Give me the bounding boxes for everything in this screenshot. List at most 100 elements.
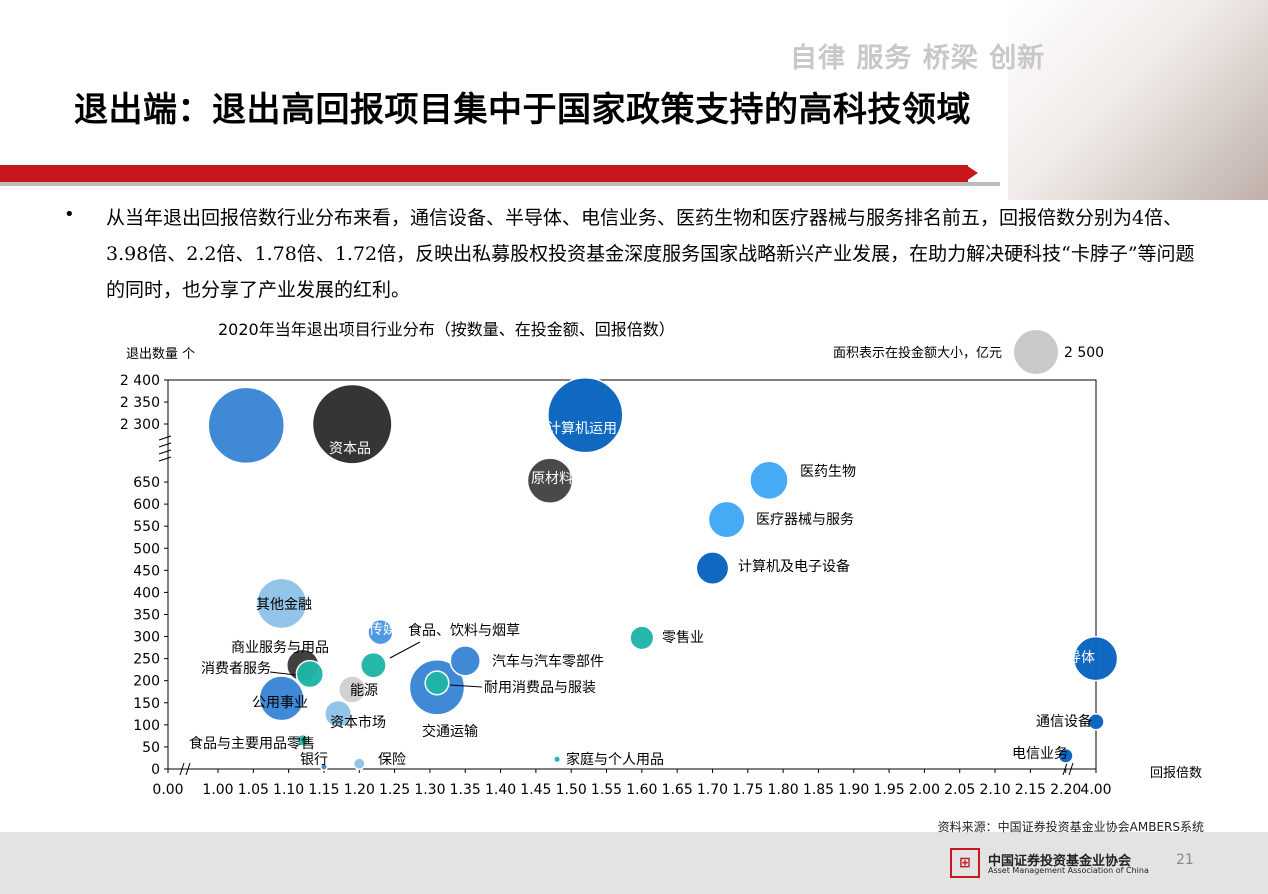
plot-frame bbox=[167, 379, 1097, 770]
x-tick-label: 1.80 bbox=[768, 782, 799, 798]
y-tick-label: 450 bbox=[133, 563, 160, 579]
x-tick-label: 1.95 bbox=[873, 782, 904, 798]
bubble-label: 零售业 bbox=[662, 630, 704, 646]
x-axis-label: 回报倍数 bbox=[1150, 766, 1202, 781]
bubble-label: 房地产 bbox=[179, 455, 221, 471]
x-tick-label: 1.15 bbox=[308, 782, 339, 798]
bubble bbox=[629, 625, 655, 651]
bullet-text: 从当年退出回报倍数行业分布来看，通信设备、半导体、电信业务、医药生物和医疗器械与… bbox=[106, 207, 1195, 301]
x-tick-label: 1.00 bbox=[202, 782, 233, 798]
bubble-label: 食品与主要用品零售 bbox=[189, 735, 315, 752]
bubble-label: 传媒 bbox=[369, 622, 397, 638]
bubble bbox=[424, 670, 450, 696]
bubble bbox=[553, 755, 562, 764]
x-tick-label: 1.20 bbox=[344, 782, 375, 798]
bubble-label: 公用事业 bbox=[252, 695, 308, 711]
size-legend-bubble bbox=[1014, 330, 1058, 374]
y-tick-label: 400 bbox=[133, 585, 160, 601]
bubble-label: 医疗器械与服务 bbox=[756, 512, 854, 528]
x-tick-label: 1.25 bbox=[379, 782, 410, 798]
slogan: 自律 服务 桥梁 创新 bbox=[790, 43, 1046, 74]
bubble-label: 计算机运用 bbox=[547, 421, 617, 437]
y-tick-label: 50 bbox=[142, 740, 160, 756]
x-tick-label: 1.55 bbox=[591, 782, 622, 798]
bubble bbox=[255, 577, 308, 630]
bubble-label: 食品、饮料与烟草 bbox=[408, 622, 520, 639]
association-name: 中国证券投资基金业协会 bbox=[988, 854, 1132, 869]
x-tick-label: 1.75 bbox=[732, 782, 763, 798]
bubble-label: 家庭与个人用品 bbox=[566, 751, 664, 768]
x-tick-label: 4.00 bbox=[1080, 782, 1111, 798]
bubble-label: 半导体 bbox=[1053, 650, 1095, 666]
bubble-label: 资本市场 bbox=[330, 714, 386, 731]
y-axis-label: 退出数量 个 bbox=[126, 347, 195, 362]
y-tick-label: 2 350 bbox=[120, 395, 160, 411]
y-tick-label: 2 400 bbox=[120, 373, 160, 389]
bubble bbox=[1087, 712, 1105, 731]
x-tick-label: 1.45 bbox=[520, 782, 551, 798]
bubble bbox=[707, 500, 746, 539]
page-title: 退出端：退出高回报项目集中于国家政策支持的高科技领域 bbox=[74, 90, 971, 130]
bubble-label: 通信设备 bbox=[1036, 713, 1092, 730]
chart-title: 2020年当年退出项目行业分布（按数量、在投金额、回报倍数） bbox=[218, 320, 675, 339]
y-tick-label: 550 bbox=[133, 519, 160, 535]
bubble bbox=[359, 651, 387, 679]
bubble bbox=[258, 675, 305, 722]
bubble-label: 消费者服务 bbox=[201, 661, 271, 677]
bubble bbox=[449, 645, 481, 677]
association-name-en: Asset Management Association of China bbox=[988, 866, 1149, 875]
bubble bbox=[296, 733, 310, 747]
bubble bbox=[749, 460, 789, 501]
x-tick-label: 2.00 bbox=[909, 782, 940, 798]
bubble bbox=[1057, 747, 1074, 764]
bubble-label: 能源 bbox=[350, 683, 378, 699]
bubble bbox=[207, 386, 286, 465]
bubble bbox=[311, 383, 393, 465]
footer-bar bbox=[0, 832, 1268, 894]
bubble bbox=[337, 675, 367, 704]
x-tick-label: 1.60 bbox=[626, 782, 657, 798]
x-axis-break-mark bbox=[179, 762, 191, 776]
size-legend-label: 面积表示在投金额大小，亿元 bbox=[833, 345, 1002, 361]
bubble bbox=[526, 457, 574, 504]
bullet-icon: • bbox=[64, 204, 75, 225]
y-tick-label: 2 300 bbox=[120, 417, 160, 433]
y-axis-break-mark bbox=[158, 435, 172, 462]
bubble bbox=[547, 377, 624, 454]
x-tick-label: 1.35 bbox=[450, 782, 481, 798]
decorative-photo bbox=[1008, 0, 1268, 200]
bubble bbox=[295, 659, 325, 689]
bubble-label: 银行 bbox=[300, 752, 328, 768]
bubble bbox=[695, 551, 730, 586]
x-tick-label: 2.15 bbox=[1015, 782, 1046, 798]
leader-line bbox=[389, 641, 421, 659]
bubble bbox=[367, 618, 394, 646]
bubble-label: 医药生物 bbox=[800, 464, 856, 480]
bubble-label: 原材料 bbox=[531, 471, 573, 487]
x-tick-label: 0.00 bbox=[152, 782, 183, 798]
x-tick-label: 1.65 bbox=[662, 782, 693, 798]
x-tick-label: 1.30 bbox=[414, 782, 445, 798]
y-tick-label: 150 bbox=[133, 696, 160, 712]
title-red-bar bbox=[0, 165, 968, 182]
association-logo-icon: ⊞ bbox=[950, 848, 980, 878]
y-tick-label: 650 bbox=[133, 475, 160, 491]
y-tick-label: 300 bbox=[133, 630, 160, 646]
y-tick-label: 250 bbox=[133, 652, 160, 668]
y-tick-label: 0 bbox=[151, 762, 160, 778]
x-tick-label: 1.70 bbox=[697, 782, 728, 798]
bubble-label: 交通运输 bbox=[422, 723, 478, 740]
x-tick-label: 1.05 bbox=[238, 782, 269, 798]
leader-line bbox=[449, 684, 483, 688]
x-tick-label: 1.10 bbox=[273, 782, 304, 798]
source-note: 资料来源：中国证券投资基金业协会AMBERS系统 bbox=[937, 820, 1204, 834]
y-tick-label: 100 bbox=[133, 718, 160, 734]
title-grey-bar bbox=[0, 182, 1000, 186]
bubble bbox=[319, 762, 328, 771]
plot-area: 0 50 100 150 200 250 300 350 400 450 500 550 600 650 2… bbox=[120, 373, 1119, 798]
y-tick-label: 500 bbox=[133, 541, 160, 557]
bubble-label: 耐用消费品与服装 bbox=[484, 680, 596, 696]
bubble bbox=[352, 757, 366, 771]
bubble-label: 计算机及电子设备 bbox=[738, 558, 850, 575]
